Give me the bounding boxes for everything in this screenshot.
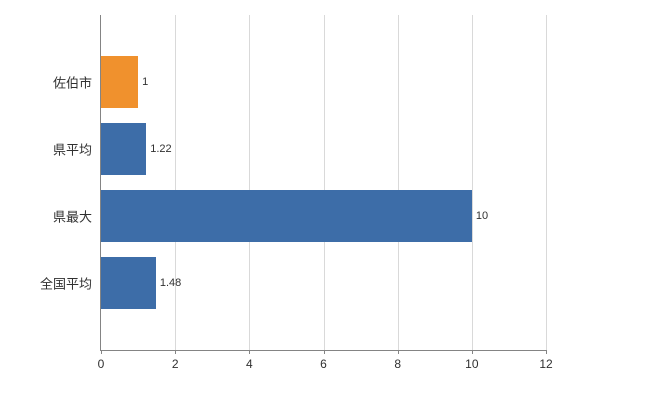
x-axis-tick-label: 12: [539, 357, 553, 371]
x-axis-tick: [471, 350, 473, 354]
x-axis-tick: [397, 350, 399, 354]
bar-value-label: 1.22: [150, 142, 172, 155]
x-axis-tick-label: 0: [97, 357, 105, 371]
x-axis-tick: [546, 350, 547, 354]
x-axis-tick-label: 8: [394, 357, 401, 371]
gridline: [323, 15, 325, 350]
category-label: 全国平均: [39, 276, 92, 292]
plot-area: 0 2 4 6 8 10 12 1 1.22 10 1.48: [98, 15, 553, 371]
bar: [101, 190, 472, 243]
gridline: [249, 15, 251, 350]
gridline: [175, 15, 177, 350]
x-axis-tick: [249, 350, 251, 354]
gridline: [546, 15, 547, 350]
category-label: 佐伯市: [52, 75, 92, 91]
bar-value-label: 10: [475, 210, 489, 223]
x-axis-tick-label: 10: [465, 357, 479, 371]
bar: [101, 55, 139, 108]
category-label: 県平均: [52, 142, 92, 158]
x-axis-tick: [323, 350, 325, 354]
category-axis: 佐伯市県平均県最大全国平均: [0, 15, 100, 351]
x-axis-tick-label: 2: [171, 357, 179, 371]
x-axis-tick-label: 6: [320, 357, 327, 371]
x-axis-tick-label: 4: [245, 357, 253, 371]
bar-value-label: 1.48: [159, 277, 182, 290]
category-label: 県最大: [52, 209, 92, 225]
bar: [101, 122, 147, 175]
gridline: [471, 15, 473, 350]
gridline: [397, 15, 399, 350]
bar-value-label: 1: [142, 75, 149, 88]
x-axis-tick: [101, 350, 102, 354]
x-axis-tick: [175, 350, 177, 354]
bar: [101, 257, 156, 310]
